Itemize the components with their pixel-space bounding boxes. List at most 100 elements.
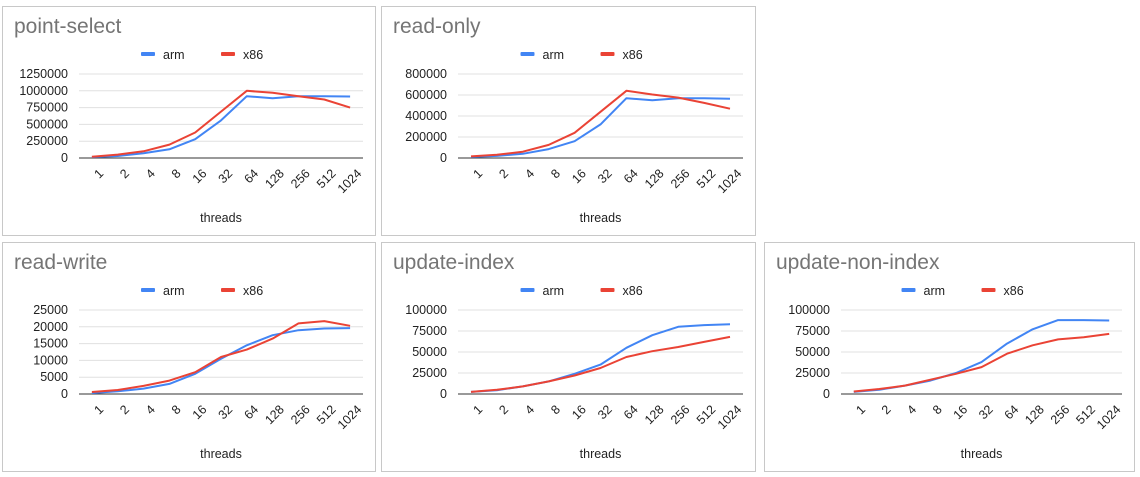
- x-tick-label: 1024: [715, 166, 745, 196]
- x-tick-label: 2: [879, 402, 894, 417]
- x-tick-label: 2: [496, 402, 511, 417]
- series-line-x86: [470, 89, 731, 158]
- x-tick-label: 256: [288, 402, 313, 427]
- x-tick-label: 64: [621, 402, 641, 422]
- y-tick-label: 500000: [26, 117, 68, 131]
- x-tick-label: 1: [91, 402, 106, 417]
- legend-label-arm: arm: [543, 284, 565, 298]
- chart-title: read-only: [393, 15, 481, 38]
- x-tick-label: 4: [143, 402, 158, 417]
- chart-svg: 800000 600000 400000 200000 0 1 2 4 8 16 32 64 128 25…: [405, 48, 745, 225]
- y-tick-label: 1250000: [19, 67, 68, 81]
- x-tick-label: 16: [569, 402, 589, 422]
- x-axis-title: threads: [200, 211, 242, 225]
- legend-swatch-arm: [901, 288, 916, 292]
- x-tick-label: 2: [496, 166, 511, 181]
- y-tick-label: 5000: [40, 370, 68, 384]
- chart-panel-update-non-index: update-non-index 100000 75000 50000 25000 0 1…: [764, 242, 1135, 472]
- x-tick-label: 8: [930, 402, 945, 417]
- x-tick-label: 128: [1022, 402, 1047, 427]
- y-tick-label: 0: [823, 387, 830, 401]
- x-tick-label: 1024: [1094, 402, 1124, 432]
- x-tick-label: 2: [117, 166, 132, 181]
- x-tick-label: 256: [288, 166, 313, 191]
- x-tick-label: 128: [262, 166, 287, 191]
- y-tick-label: 100000: [405, 303, 447, 317]
- x-tick-label: 4: [522, 166, 537, 181]
- y-tick-label: 250000: [26, 134, 68, 148]
- x-tick-label: 64: [241, 166, 261, 186]
- x-tick-label: 4: [143, 166, 158, 181]
- x-tick-label: 64: [1002, 402, 1022, 422]
- legend-label-arm: arm: [924, 284, 946, 298]
- x-tick-label: 32: [595, 402, 615, 422]
- x-tick-label: 1: [853, 402, 868, 417]
- x-tick-label: 128: [262, 402, 287, 427]
- x-tick-label: 4: [522, 402, 537, 417]
- x-tick-label: 2: [117, 402, 132, 417]
- x-tick-label: 128: [642, 402, 667, 427]
- x-axis-title: threads: [580, 211, 622, 225]
- x-axis-title: threads: [580, 447, 622, 461]
- legend-label-arm: arm: [163, 48, 185, 62]
- legend-swatch-x86: [221, 52, 235, 56]
- series-line-arm: [470, 97, 731, 158]
- x-tick-label: 16: [951, 402, 971, 422]
- x-tick-label: 16: [190, 402, 210, 422]
- x-tick-label: 64: [241, 402, 261, 422]
- series-line-arm: [91, 327, 351, 394]
- chart-title: point-select: [14, 15, 122, 38]
- x-tick-label: 16: [569, 166, 589, 186]
- y-tick-label: 100000: [788, 303, 830, 317]
- series-line-x86: [91, 320, 351, 393]
- y-tick-label: 50000: [412, 345, 447, 359]
- chart-panel-point-select: point-select 1250000 1000000 750000 500000 2…: [2, 6, 376, 236]
- legend-swatch-x86: [981, 288, 996, 292]
- y-tick-label: 20000: [33, 320, 68, 334]
- y-tick-label: 0: [440, 151, 447, 165]
- x-tick-label: 1024: [715, 402, 745, 432]
- x-tick-label: 8: [169, 402, 184, 417]
- chart-svg: 1250000 1000000 750000 500000 250000 0 1 2 4 8 16 3…: [19, 48, 365, 225]
- legend-swatch-arm: [141, 288, 155, 292]
- legend-swatch-x86: [221, 288, 235, 292]
- x-tick-label: 1: [470, 402, 485, 417]
- x-axis-title: threads: [961, 447, 1003, 461]
- x-tick-label: 1024: [335, 402, 365, 432]
- y-tick-label: 15000: [33, 337, 68, 351]
- x-tick-label: 32: [595, 166, 615, 186]
- legend-label-x86: x86: [1004, 284, 1024, 298]
- y-tick-label: 1000000: [19, 84, 68, 98]
- chart-panel-read-write: read-write 25000 20000 15000 10000 5000 0 1 2 4 8…: [2, 242, 376, 472]
- x-axis-title: threads: [200, 447, 242, 461]
- series-line-arm: [91, 95, 351, 158]
- x-tick-label: 32: [216, 166, 236, 186]
- x-tick-label: 1: [470, 166, 485, 181]
- x-tick-label: 1024: [335, 166, 365, 196]
- y-tick-label: 200000: [405, 130, 447, 144]
- y-tick-label: 0: [440, 387, 447, 401]
- legend-swatch-x86: [600, 52, 615, 56]
- legend-label-x86: x86: [243, 284, 263, 298]
- x-tick-label: 128: [642, 166, 667, 191]
- x-tick-label: 256: [1048, 402, 1073, 427]
- y-tick-label: 25000: [33, 303, 68, 317]
- chart-panel-update-index: update-index 100000 75000 50000 25000 0 1 2 4 8 1…: [381, 242, 756, 472]
- y-tick-label: 50000: [795, 345, 830, 359]
- x-tick-label: 4: [904, 402, 919, 417]
- chart-panel-read-only: read-only 800000 600000 400000 200000 0 1 2 4 8 1…: [381, 6, 756, 236]
- y-tick-label: 600000: [405, 88, 447, 102]
- x-tick-label: 32: [216, 402, 236, 422]
- y-tick-label: 0: [61, 387, 68, 401]
- y-tick-label: 75000: [795, 324, 830, 338]
- chart-title: read-write: [14, 251, 108, 274]
- legend-swatch-arm: [520, 288, 535, 292]
- legend-label-arm: arm: [163, 284, 185, 298]
- series-line-x86: [470, 335, 731, 393]
- chart-title: update-index: [393, 251, 515, 274]
- x-tick-label: 256: [668, 402, 693, 427]
- x-tick-label: 32: [976, 402, 996, 422]
- x-tick-label: 256: [668, 166, 693, 191]
